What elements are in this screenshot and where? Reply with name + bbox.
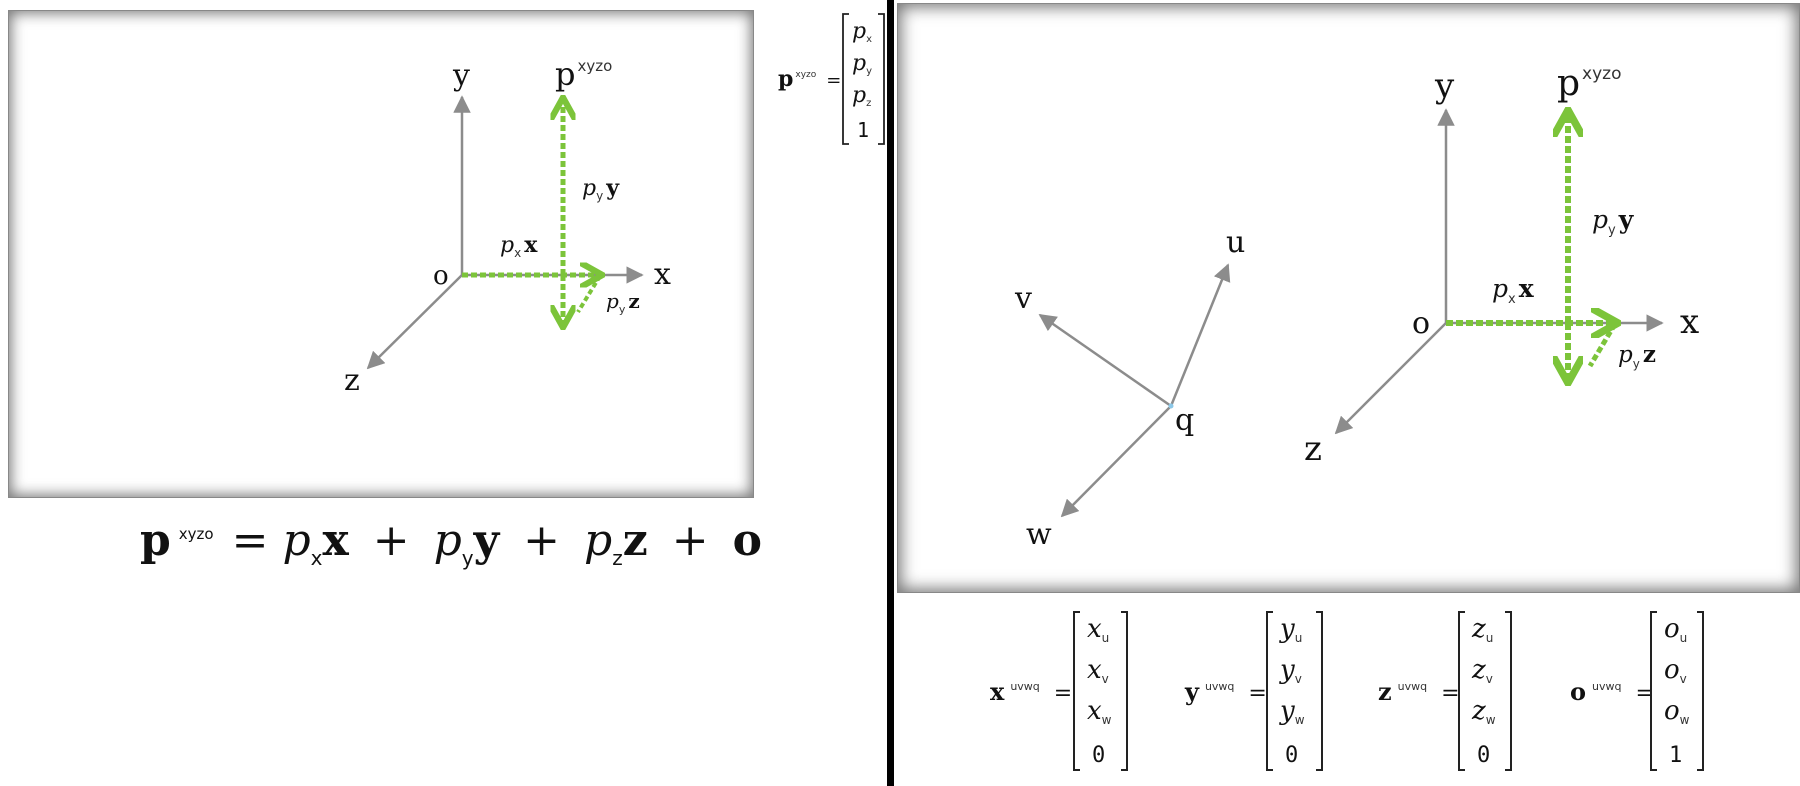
matrix-entry: xw <box>1087 696 1112 727</box>
left-z-label: z <box>344 363 360 398</box>
p-matrix-entry: px <box>852 19 872 45</box>
left-origin-label: o <box>433 261 449 291</box>
matrix-entry: zu <box>1471 614 1493 645</box>
w-axis <box>1060 405 1172 518</box>
matrix-entry: 0 <box>1477 743 1490 768</box>
o-uvwq-matrix: o uvwq = ou ov ow 1 <box>1570 611 1704 771</box>
left-diagram-panel <box>8 10 754 498</box>
w-label: w <box>1026 517 1052 552</box>
matrix-lhs: z uvwq = <box>1378 677 1460 706</box>
v-axis <box>1038 313 1172 408</box>
right-x-label: x <box>1680 302 1699 342</box>
matrix-entry: ou <box>1664 614 1687 645</box>
right-z-label: z <box>1304 429 1322 469</box>
matrix-entry: 0 <box>1092 743 1105 768</box>
left-px-label: px x <box>500 232 538 260</box>
formula-term: p <box>433 515 462 566</box>
vertical-divider <box>887 0 894 786</box>
formula-sub: y <box>461 545 474 570</box>
matrix-entry: yu <box>1279 614 1302 645</box>
right-y-label: y <box>1434 66 1455 106</box>
left-components <box>462 100 600 325</box>
q-origin-dot <box>1168 403 1174 409</box>
matrix-entry: ov <box>1664 655 1687 686</box>
matrix-entry: zw <box>1471 696 1496 727</box>
p-matrix-entry: py <box>852 51 872 77</box>
left-y-label: y <box>452 58 470 93</box>
matrix-entry: ow <box>1664 696 1690 727</box>
formula-term: p <box>584 515 613 566</box>
formula-origin: o <box>732 515 762 566</box>
matrix-lhs: x uvwq = <box>990 677 1072 706</box>
right-components <box>1446 113 1615 380</box>
formula-vector: z <box>622 515 648 566</box>
p-matrix-entry: 1 <box>857 118 869 142</box>
matrix-entry: 0 <box>1285 743 1298 768</box>
right-glow <box>1446 113 1615 380</box>
formula-plus: + <box>372 515 410 566</box>
matrix-entry: 1 <box>1669 743 1682 768</box>
formula-lhs: p <box>140 515 171 566</box>
right-origin-label: o <box>1412 306 1430 341</box>
formula-equals: = <box>231 515 269 566</box>
right-diagram-panel <box>897 3 1800 593</box>
right-px-label: px x <box>1492 274 1535 307</box>
formula-plus: + <box>671 515 709 566</box>
left-z-axis <box>366 274 463 370</box>
left-pz-label: py z <box>606 289 640 316</box>
q-label: q <box>1175 403 1194 438</box>
matrix-entry: xu <box>1087 614 1109 645</box>
matrix-entry: xv <box>1087 655 1109 686</box>
matrix-entry: yw <box>1279 696 1305 727</box>
v-label: v <box>1014 281 1032 316</box>
p-matrix-left-bracket <box>842 13 849 145</box>
formula-lhs-sup: xyzo <box>178 525 214 543</box>
right-pz-label: py z <box>1618 341 1656 371</box>
left-point-label: p xyzo <box>555 55 612 93</box>
p-matrix-entry: pz <box>852 83 871 109</box>
formula-plus: + <box>523 515 561 566</box>
right-point-label: p xyzo <box>1557 63 1622 104</box>
u-axis <box>1169 263 1231 407</box>
p-matrix-right-bracket <box>878 13 885 145</box>
p-linear-combination-formula: p xyzo = pxx + pyy + pzz + o <box>140 515 762 570</box>
x-uvwq-matrix: x uvwq = xu xv xw 0 <box>990 611 1128 771</box>
y-uvwq-matrix: y uvwq = yu yv yw 0 <box>1184 611 1323 771</box>
formula-sub: z <box>612 545 623 570</box>
formula-term: p <box>282 515 311 566</box>
p-matrix: p xyzo = px py pz 1 <box>778 13 885 145</box>
formula-vector: x <box>322 515 349 566</box>
left-py-label: py y <box>582 175 620 203</box>
p-matrix-lhs: p xyzo = <box>778 66 841 92</box>
left-glow <box>462 100 600 325</box>
matrix-lhs: o uvwq = <box>1570 677 1654 706</box>
left-x-label: x <box>654 257 671 292</box>
matrix-entry: zv <box>1471 655 1493 686</box>
matrix-entry: yv <box>1279 655 1302 686</box>
matrix-lhs: y uvwq = <box>1184 677 1267 706</box>
right-z-axis <box>1334 322 1447 435</box>
u-label: u <box>1226 225 1245 260</box>
right-axes <box>1334 108 1664 435</box>
right-py-label: py y <box>1592 205 1635 238</box>
formula-vector: y <box>473 515 500 566</box>
z-uvwq-matrix: z uvwq = zu zv zw 0 <box>1378 611 1512 771</box>
formula-sub: x <box>310 545 323 570</box>
uvw-frame <box>1038 263 1231 518</box>
